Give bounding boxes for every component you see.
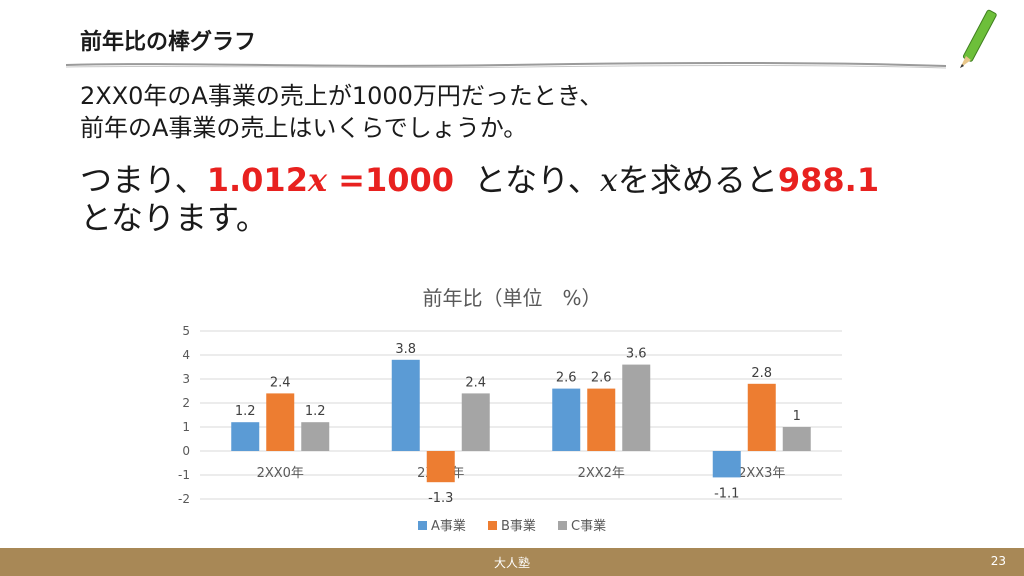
data-label: 2.6: [556, 371, 577, 386]
answer-prefix: つまり、: [80, 161, 207, 199]
legend-label: C事業: [571, 518, 606, 534]
y-tick-label: 0: [182, 444, 190, 458]
y-tick-label: 3: [182, 372, 190, 386]
x-category-label: 2XX2年: [578, 466, 625, 481]
bar-a: [391, 359, 420, 451]
data-label: 2.4: [465, 375, 486, 390]
title-underline: [66, 61, 946, 69]
bar-b: [747, 383, 776, 451]
bar-a: [552, 388, 581, 451]
y-tick-label: 4: [182, 348, 190, 362]
bar-a: [231, 422, 260, 451]
chart-title: 前年比（単位 %）: [422, 286, 601, 310]
data-label: -1.3: [428, 491, 453, 506]
data-label: -1.1: [714, 486, 739, 501]
answer-mid-text-2: を求めると: [617, 161, 778, 199]
bar-c: [301, 422, 330, 451]
y-tick-label: 5: [182, 324, 190, 338]
question-line-1: 2XX0年のA事業の売上が1000万円だったとき、: [80, 82, 604, 110]
page-number: 23: [990, 554, 1006, 568]
answer-variable: x: [307, 161, 328, 199]
answer-variable-2: x: [599, 161, 618, 199]
answer-line-2: となります。: [80, 199, 268, 237]
legend-swatch: [488, 521, 497, 530]
legend-swatch: [418, 521, 427, 530]
slide-title: 前年比の棒グラフ: [80, 30, 257, 55]
bar-c: [622, 364, 651, 451]
data-label: 3.8: [395, 342, 416, 357]
y-tick-label: 2: [182, 396, 190, 410]
data-label: 2.8: [751, 366, 772, 381]
data-label: 2.6: [591, 371, 612, 386]
x-category-label: 2XX0年: [257, 466, 304, 481]
legend-label: B事業: [501, 518, 536, 534]
bar-a: [712, 451, 741, 478]
answer-mid-text: となり、: [474, 161, 600, 199]
bar-c: [782, 427, 811, 451]
bar-b: [426, 451, 455, 483]
legend-swatch: [558, 521, 567, 530]
answer-line-1: つまり、1.012x =1000 となり、xを求めると988.1: [80, 160, 879, 200]
footer-bar: 大人塾 23: [0, 548, 1024, 576]
answer-coefficient: 1.012: [206, 161, 308, 199]
y-tick-label: 1: [182, 420, 190, 434]
bar-b: [587, 388, 616, 451]
data-label: 1.2: [305, 404, 326, 419]
answer-equation: =1000: [327, 161, 455, 199]
question-line-2: 前年のA事業の売上はいくらでしょうか。: [80, 114, 528, 142]
yoy-bar-chart: 前年比（単位 %）543210-1-22XX0年1.22.41.22XX1年3.…: [178, 286, 842, 534]
data-label: 2.4: [270, 375, 291, 390]
bar-c: [461, 393, 490, 451]
answer-value: 988.1: [777, 161, 880, 199]
pencil-icon: [960, 9, 997, 68]
legend-label: A事業: [431, 518, 466, 534]
data-label: 1.2: [235, 404, 256, 419]
footer-label: 大人塾: [493, 556, 530, 570]
data-label: 3.6: [626, 347, 647, 362]
y-tick-label: -2: [178, 492, 190, 506]
bar-b: [266, 393, 295, 451]
data-label: 1: [793, 409, 801, 424]
y-tick-label: -1: [178, 468, 190, 482]
x-category-label: 2XX3年: [738, 466, 785, 481]
